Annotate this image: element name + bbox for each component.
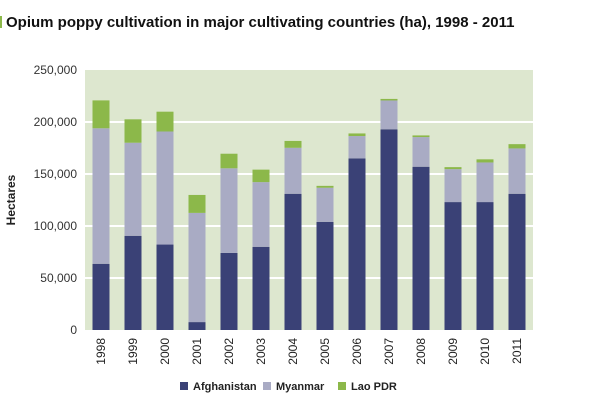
x-tick-label: 2003 <box>254 338 268 365</box>
bar-lao-pdr-2007 <box>380 98 398 101</box>
legend-swatch-afghanistan <box>180 382 188 390</box>
x-tick-label: 2007 <box>382 338 396 365</box>
bar-lao-pdr-1998 <box>92 100 110 129</box>
y-axis-label: Hectares <box>4 174 18 225</box>
x-tick-label: 1998 <box>94 338 108 365</box>
bar-myanmar-2011 <box>508 148 526 194</box>
bar-myanmar-2003 <box>252 182 270 247</box>
y-tick-label: 50,000 <box>40 271 77 285</box>
bar-lao-pdr-2006 <box>348 133 366 137</box>
legend-label: Myanmar <box>276 381 325 393</box>
bar-afghanistan-2009 <box>444 202 462 330</box>
x-tick-label: 2004 <box>286 338 300 365</box>
bar-afghanistan-2008 <box>412 166 430 330</box>
bar-lao-pdr-2004 <box>284 140 302 148</box>
y-tick-label: 100,000 <box>34 219 78 233</box>
bar-afghanistan-1998 <box>92 263 110 330</box>
bar-afghanistan-2010 <box>476 202 494 330</box>
y-tick-label: 150,000 <box>34 167 78 181</box>
bar-lao-pdr-2010 <box>476 159 494 163</box>
x-tick-label: 2006 <box>350 338 364 365</box>
x-tick-label: 2011 <box>510 338 524 364</box>
x-tick-label: 2001 <box>190 338 204 365</box>
bar-lao-pdr-2005 <box>316 185 334 188</box>
x-tick-label: 2000 <box>158 338 172 365</box>
bar-myanmar-2009 <box>444 169 462 203</box>
bar-lao-pdr-2011 <box>508 144 526 149</box>
legend-swatch-myanmar <box>263 382 271 390</box>
y-tick-label: 0 <box>70 323 77 337</box>
y-tick-label: 250,000 <box>34 63 78 77</box>
bar-afghanistan-1999 <box>124 235 142 330</box>
bar-lao-pdr-2001 <box>188 194 206 213</box>
chart-title-text: Opium poppy cultivation in major cultiva… <box>6 14 515 31</box>
bar-afghanistan-2005 <box>316 221 334 330</box>
x-tick-label: 1999 <box>126 338 140 365</box>
bar-afghanistan-2007 <box>380 129 398 330</box>
y-tick-label: 200,000 <box>34 115 78 129</box>
bar-lao-pdr-2008 <box>412 135 430 138</box>
bar-afghanistan-2003 <box>252 246 270 330</box>
x-tick-label: 2002 <box>222 338 236 365</box>
bar-afghanistan-2011 <box>508 193 526 330</box>
bar-myanmar-2008 <box>412 137 430 167</box>
legend-label: Lao PDR <box>351 381 397 393</box>
x-tick-label: 2009 <box>446 338 460 365</box>
bar-myanmar-2005 <box>316 187 334 222</box>
bar-afghanistan-2006 <box>348 158 366 330</box>
bar-myanmar-2006 <box>348 136 366 159</box>
bar-lao-pdr-2009 <box>444 167 462 170</box>
bar-myanmar-2007 <box>380 100 398 130</box>
title-accent <box>0 16 2 28</box>
legend-label: Afghanistan <box>193 381 257 393</box>
x-tick-label: 2008 <box>414 338 428 365</box>
bar-myanmar-2004 <box>284 147 302 194</box>
bar-myanmar-2000 <box>156 131 174 245</box>
bar-afghanistan-2004 <box>284 193 302 330</box>
legend-swatch-lao-pdr <box>338 382 346 390</box>
bar-lao-pdr-2002 <box>220 153 238 169</box>
bar-lao-pdr-2000 <box>156 111 174 132</box>
bar-myanmar-2010 <box>476 162 494 203</box>
bar-myanmar-1999 <box>124 142 142 236</box>
bar-afghanistan-2001 <box>188 322 206 330</box>
bar-lao-pdr-2003 <box>252 169 270 183</box>
x-tick-label: 2010 <box>478 338 492 365</box>
bar-myanmar-2001 <box>188 212 206 323</box>
bar-myanmar-1998 <box>92 128 110 264</box>
chart-title: Opium poppy cultivation in major cultiva… <box>0 14 514 31</box>
bar-afghanistan-2000 <box>156 244 174 330</box>
bar-myanmar-2002 <box>220 168 238 253</box>
plot-background <box>85 70 533 330</box>
bar-afghanistan-2002 <box>220 252 238 330</box>
bar-lao-pdr-1999 <box>124 119 142 143</box>
x-tick-label: 2005 <box>318 338 332 365</box>
